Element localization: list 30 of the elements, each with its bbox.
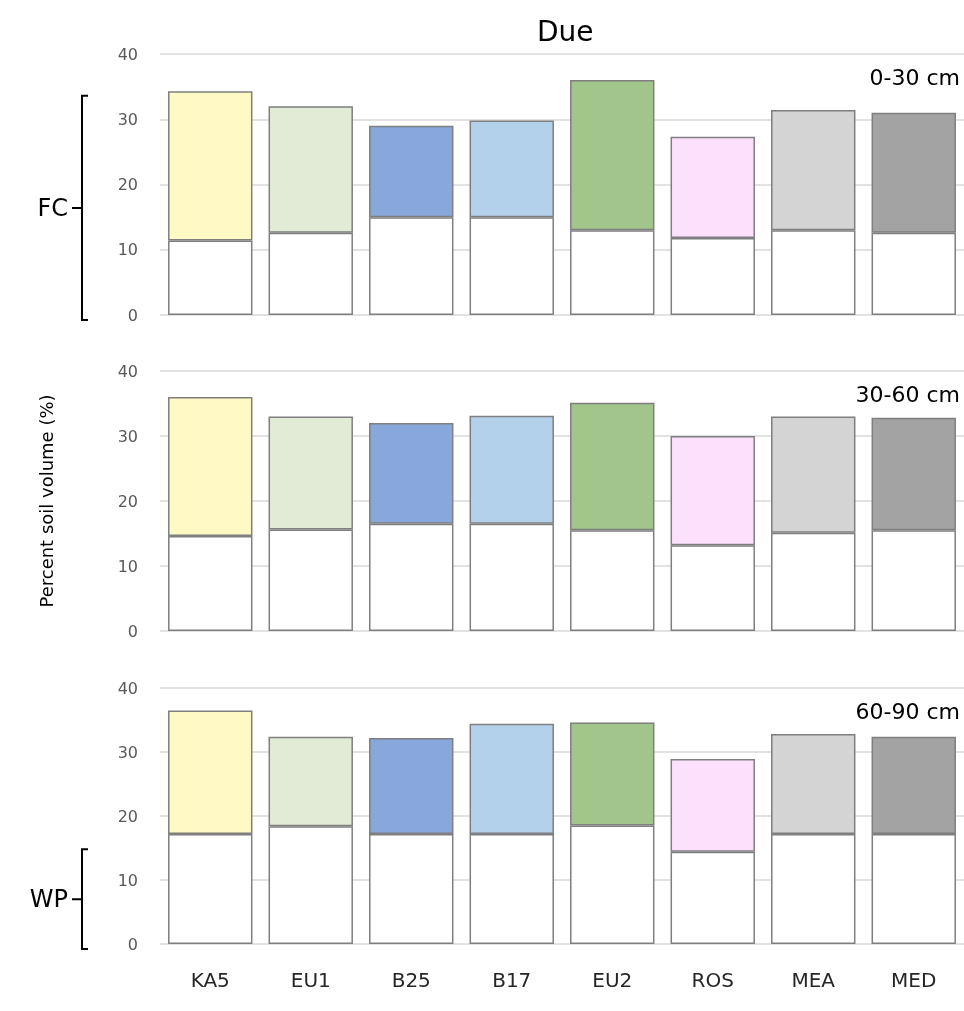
x-tick-label: B25 bbox=[391, 968, 431, 992]
y-tick-label: 10 bbox=[117, 870, 138, 890]
x-tick-label: MEA bbox=[791, 968, 836, 992]
chart-title: Due bbox=[537, 14, 594, 48]
y-axis-title: Percent soil volume (%) bbox=[35, 394, 57, 608]
y-tick-label: 20 bbox=[117, 491, 138, 511]
y-tick-label: 40 bbox=[117, 361, 138, 381]
x-tick-label: EU1 bbox=[290, 968, 331, 992]
y-tick-label: 20 bbox=[117, 806, 138, 826]
y-tick-label: 30 bbox=[117, 742, 138, 762]
y-tick-label: 0 bbox=[127, 305, 138, 325]
annotation: 0-30 cm bbox=[869, 64, 960, 90]
y-tick-label: 40 bbox=[117, 44, 138, 64]
y-tick-label: 30 bbox=[117, 109, 138, 129]
y-tick-label: 10 bbox=[117, 556, 138, 576]
x-tick-label: EU2 bbox=[592, 968, 633, 992]
x-tick-label: KA5 bbox=[190, 968, 230, 992]
text: FC bbox=[37, 193, 68, 222]
y-tick-label: 10 bbox=[117, 240, 138, 260]
annotation: 30-60 cm bbox=[855, 381, 961, 407]
y-tick-label: 30 bbox=[117, 426, 138, 446]
x-tick-label: B17 bbox=[492, 968, 532, 992]
x-tick-label: ROS bbox=[691, 968, 734, 992]
x-tick-label: MED bbox=[891, 968, 937, 992]
y-tick-label: 20 bbox=[117, 175, 138, 194]
y-tick-label: 0 bbox=[127, 621, 138, 641]
annotation: 60-90 cm bbox=[855, 698, 961, 724]
text: WP bbox=[29, 885, 68, 914]
y-tick-label: 0 bbox=[127, 934, 138, 954]
y-tick-label: 40 bbox=[117, 678, 138, 698]
